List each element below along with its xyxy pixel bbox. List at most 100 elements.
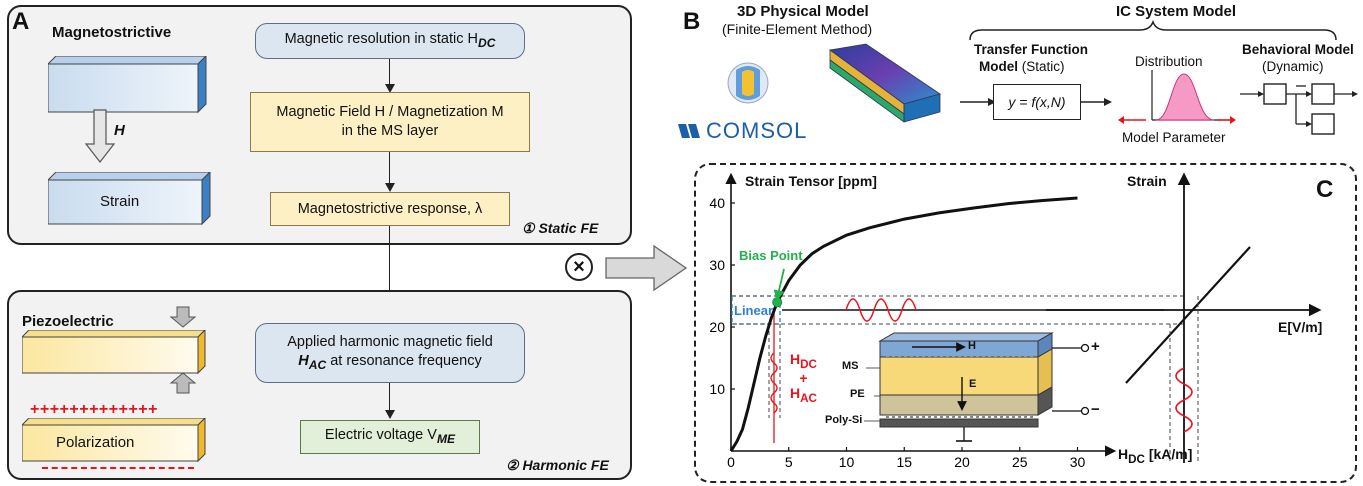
y-tick-label: 30 — [709, 257, 725, 273]
hdc-plus: + — [799, 370, 808, 387]
box-magnetostrictive-response: Magnetostrictive response, λ — [270, 192, 510, 226]
flow-line-3 — [389, 383, 390, 410]
panel-b-letter: B — [683, 8, 701, 35]
comsol-logo: COMSOL — [678, 118, 807, 144]
comsol-logo-icon — [678, 124, 700, 138]
x-tick-label: 5 — [785, 454, 793, 470]
piezoelectric-title: Piezoelectric — [22, 313, 114, 330]
flow-arrow-1 — [385, 84, 395, 93]
box3-text: Magnetostrictive response, λ — [297, 200, 483, 217]
chart-xlabel: HDC [kA/m] — [1118, 446, 1192, 466]
hac-sine — [770, 352, 778, 414]
x-tick-label: 30 — [1070, 454, 1086, 470]
panel-a-letter: A — [12, 8, 30, 35]
flow-arrow-2 — [385, 183, 395, 192]
y-tick-label: 10 — [709, 381, 725, 397]
panel-c-frame — [694, 163, 1357, 483]
x-tick-label: 15 — [896, 454, 912, 470]
field-h-symbol: H — [114, 122, 125, 139]
box2-line2: in the MS layer — [341, 123, 439, 139]
multiply-operator-icon: × — [565, 253, 593, 281]
xlabel-sub: DC — [1128, 452, 1145, 466]
xlabel-unit: [kA/m] — [1144, 446, 1193, 462]
compression-arrows-icon — [169, 306, 197, 394]
tf-title-suffix: (Static) — [1018, 59, 1065, 74]
flow-line-2 — [389, 152, 390, 183]
xlabel-main: H — [1118, 446, 1129, 462]
strain-chart: 0 5 10 15 20 25 30 10 20 30 40 — [709, 172, 1322, 470]
bias-point-marker — [772, 297, 783, 308]
stack-e-label: E — [969, 378, 977, 390]
strain-label: Strain — [100, 193, 140, 210]
box1-text: Magnetic resolution in static H — [284, 31, 478, 48]
box-applied-harmonic-field: Applied harmonic magnetic field HAC at r… — [255, 323, 525, 383]
polarization-label: Polarization — [56, 434, 135, 451]
strain-curve — [729, 196, 1078, 452]
harmonic-fe-step-label: ② Harmonic FE — [506, 457, 609, 473]
hdc-hac-label: HDC + HAC — [790, 352, 817, 405]
linear-label: Linear — [734, 303, 774, 318]
plus-charges: +++++++++++++ — [30, 401, 158, 418]
hac-symbol: H — [298, 352, 309, 369]
piezo-bar-icon — [22, 330, 206, 375]
fem-mesh-icon — [828, 43, 941, 123]
bias-arrow — [773, 268, 785, 302]
tf-block-arrows — [960, 98, 1112, 106]
tf-function-box: y = f(x,N) — [993, 84, 1081, 120]
physical-model-title: 3D Physical Model — [737, 3, 869, 20]
x-tick-label: 25 — [1012, 454, 1028, 470]
harm-box1-line1: Applied harmonic magnetic field — [287, 333, 493, 350]
tf-title-line2: Model (Static) — [979, 59, 1065, 74]
distribution-label: Distribution — [1135, 54, 1203, 69]
ms-pe-stack-icon — [864, 332, 1090, 442]
flow-line-between — [389, 226, 390, 300]
behavioral-title: Behavioral Model — [1242, 42, 1354, 57]
magnetostrictive-title: Magnetostrictive — [52, 24, 172, 41]
y-tick-label: 40 — [709, 195, 725, 211]
flow-line-1 — [389, 59, 390, 84]
x-tick-label: 0 — [727, 454, 735, 470]
comsol-logo-text: COMSOL — [706, 118, 808, 143]
hdc-label: H — [790, 351, 801, 367]
big-arrow-to-c-icon — [605, 244, 688, 292]
hac-sub-label: AC — [800, 391, 817, 405]
minus-charges — [42, 467, 194, 469]
stack-polysi-label: Poly-Si — [825, 414, 863, 426]
y-tick-label: 20 — [709, 319, 725, 335]
chart-ylabel: Strain Tensor [ppm] — [745, 173, 877, 189]
hdc-sub: DC — [800, 357, 817, 371]
tf-title-model: Model — [979, 59, 1018, 74]
terminal-minus-label: − — [1091, 401, 1100, 418]
static-fe-step-label: ① Static FE — [522, 220, 599, 236]
field-h-arrow-icon — [84, 109, 116, 163]
right-e-label: E[V/m] — [1278, 319, 1323, 335]
tf-title-line1: Transfer Function — [974, 42, 1089, 57]
harm-box1-line2-rest: at resonance frequency — [326, 352, 482, 369]
panel-c-letter: C — [1316, 176, 1334, 203]
box1-sub: DC — [477, 36, 496, 51]
box-magnetic-resolution: Magnetic resolution in static HDC — [255, 23, 525, 59]
stack-pe-label: PE — [850, 388, 865, 400]
model-parameter-label: Model Parameter — [1122, 130, 1226, 145]
linear-response-line — [1125, 246, 1251, 384]
vme-text: Electric voltage V — [324, 427, 437, 444]
stack-h-label: H — [968, 340, 976, 352]
polarized-bar-icon — [22, 418, 206, 463]
output-sine-vertical — [1175, 367, 1193, 433]
stack-ms-label: MS — [842, 360, 859, 372]
distribution-icon — [1118, 70, 1236, 124]
bias-point-label: Bias Point — [739, 248, 803, 263]
vme-sub: ME — [436, 432, 456, 447]
terminal-plus-label: + — [1091, 338, 1100, 355]
right-strain-label: Strain — [1127, 173, 1167, 189]
comsol-model-icon — [727, 62, 769, 104]
strained-bar-icon — [48, 172, 211, 226]
physical-model-subtitle: (Finite-Element Method) — [722, 21, 873, 37]
behavioral-blocks-icon — [1240, 83, 1358, 135]
hac-label: H — [790, 384, 801, 401]
output-sine-horizontal — [845, 298, 917, 322]
magnetostrictive-bar-icon — [48, 56, 207, 114]
ic-brace — [969, 20, 1337, 41]
flow-arrow-3 — [385, 410, 395, 419]
box2-line1: Magnetic Field H / Magnetization M — [276, 104, 504, 121]
